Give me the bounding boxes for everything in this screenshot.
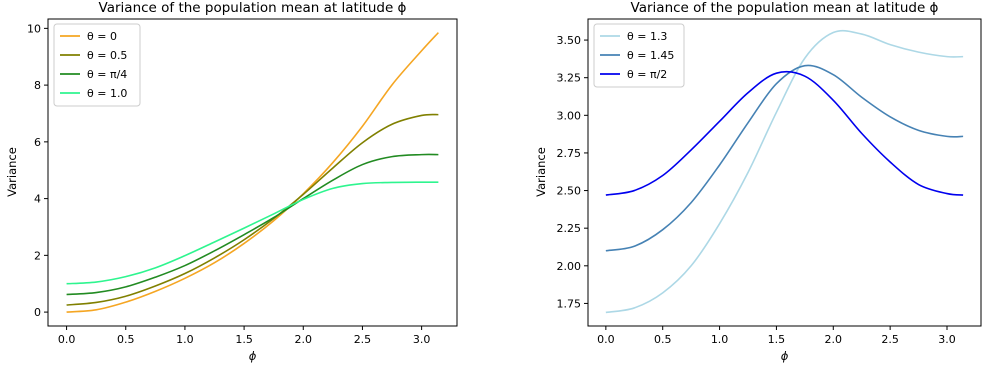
series-lines bbox=[605, 29, 964, 314]
x-tick-label: 3.0 bbox=[413, 333, 431, 346]
legend-box bbox=[53, 23, 141, 107]
x-tick-label: 2.0 bbox=[295, 333, 313, 346]
x-tick-label: 0.0 bbox=[597, 333, 615, 346]
chart-title: Variance of the population mean at latit… bbox=[99, 0, 407, 16]
y-tick-label: 0 bbox=[34, 306, 41, 319]
legend: θ = 1.3 θ = 1.45 θ = π/2 bbox=[593, 23, 685, 88]
legend-label: θ = 1.45 bbox=[627, 49, 674, 62]
x-tick-label: 2.5 bbox=[881, 333, 899, 346]
legend-label: θ = 0 bbox=[87, 30, 117, 43]
legend-label: θ = 1.3 bbox=[627, 30, 667, 43]
axis-ticks: 0.0 0.5 1.0 1.5 2.0 2.5 3.0 1.75 2.00 2.25 2.50 2.7… bbox=[557, 34, 956, 346]
y-tick-label: 2.00 bbox=[557, 260, 582, 273]
series-line bbox=[66, 153, 439, 296]
x-tick-label: 1.0 bbox=[176, 333, 194, 346]
axis-ticks: 0.0 0.5 1.0 1.5 2.0 2.5 3.0 0 2 4 6 8 10 bbox=[27, 22, 430, 346]
x-tick-label: 2.0 bbox=[825, 333, 843, 346]
legend-label: θ = π/2 bbox=[627, 68, 667, 81]
legend-label: θ = 1.0 bbox=[87, 87, 127, 100]
chart-left: Variance of the population mean at latit… bbox=[5, 0, 458, 363]
legend: θ = 0 θ = 0.5 θ = π/4 θ = 1.0 bbox=[53, 23, 141, 107]
x-tick-label: 0.5 bbox=[654, 333, 672, 346]
x-tick-label: 3.0 bbox=[938, 333, 956, 346]
y-tick-label: 4 bbox=[34, 193, 41, 206]
series-line bbox=[66, 181, 439, 285]
series-line bbox=[66, 113, 439, 306]
x-axis-label: ϕ bbox=[781, 349, 789, 363]
chart-title: Variance of the population mean at latit… bbox=[631, 0, 939, 16]
x-tick-label: 1.5 bbox=[235, 333, 253, 346]
y-tick-label: 3.00 bbox=[557, 109, 582, 122]
series-line bbox=[605, 29, 964, 314]
y-tick-label: 2.50 bbox=[557, 185, 582, 198]
series-lines bbox=[66, 32, 439, 313]
x-tick-label: 1.0 bbox=[711, 333, 729, 346]
y-tick-label: 2.75 bbox=[557, 147, 582, 160]
y-tick-label: 2.25 bbox=[557, 222, 582, 235]
legend-box bbox=[593, 23, 685, 88]
y-tick-label: 2 bbox=[34, 249, 41, 262]
x-axis-label: ϕ bbox=[249, 349, 257, 363]
series-line bbox=[605, 70, 964, 196]
y-tick-label: 10 bbox=[27, 22, 41, 35]
chart-right: Variance of the population mean at latit… bbox=[534, 0, 982, 363]
y-tick-label: 1.75 bbox=[557, 297, 582, 310]
x-tick-label: 2.5 bbox=[354, 333, 372, 346]
x-tick-label: 0.0 bbox=[58, 333, 76, 346]
y-tick-label: 3.50 bbox=[557, 34, 582, 47]
legend-label: θ = 0.5 bbox=[87, 49, 127, 62]
series-line bbox=[66, 32, 439, 313]
y-tick-label: 8 bbox=[34, 79, 41, 92]
y-tick-label: 3.25 bbox=[557, 72, 582, 85]
y-axis-label: Variance bbox=[5, 147, 19, 197]
legend-label: θ = π/4 bbox=[87, 68, 127, 81]
y-axis-label: Variance bbox=[534, 147, 548, 197]
x-tick-label: 1.5 bbox=[768, 333, 786, 346]
x-tick-label: 0.5 bbox=[117, 333, 135, 346]
y-tick-label: 6 bbox=[34, 136, 41, 149]
